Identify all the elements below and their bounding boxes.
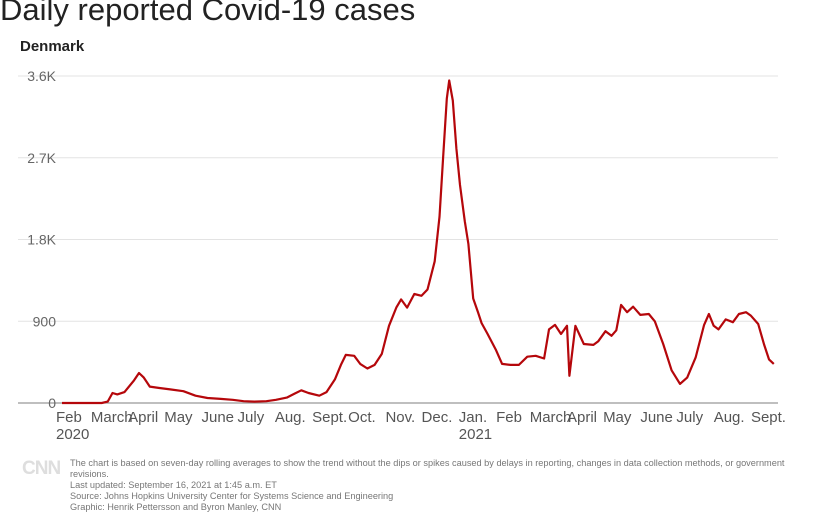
x-tick-label: July: [238, 409, 265, 426]
x-tick-label: Jan.: [459, 409, 487, 426]
x-tick-label: Sept.: [751, 409, 786, 426]
x-tick-label: Sept.: [312, 409, 347, 426]
graphic-credit: Graphic: Henrik Pettersson and Byron Man…: [70, 502, 282, 512]
x-tick-label: March: [530, 409, 572, 426]
cnn-logo: CNN: [22, 458, 61, 479]
series-line: [62, 79, 775, 405]
chart-title: Daily reported Covid-19 cases: [0, 0, 416, 27]
methodology-note: The chart is based on seven-day rolling …: [70, 458, 785, 479]
last-updated: Last updated: September 16, 2021 at 1:45…: [70, 480, 277, 490]
x-year-label: 2020: [56, 426, 89, 443]
x-tick-label: Nov.: [385, 409, 415, 426]
y-axis-labels: 0 900 1.8K 2.7K 3.6K: [27, 68, 56, 411]
chart-subtitle: Denmark: [20, 38, 85, 55]
y-tick-label: 2.7K: [27, 150, 56, 166]
x-tick-label: Dec.: [422, 409, 453, 426]
x-tick-label: June: [640, 409, 673, 426]
x-tick-label: May: [603, 409, 632, 426]
y-tick-label: 0: [48, 395, 56, 411]
x-year-label: 2021: [459, 426, 492, 443]
x-tick-label: April: [128, 409, 158, 426]
x-tick-label: Aug.: [275, 409, 306, 426]
footer-notes: The chart is based on seven-day rolling …: [70, 458, 785, 513]
source-credit: Source: Johns Hopkins University Center …: [70, 491, 394, 501]
y-tick-label: 1.8K: [27, 232, 56, 248]
x-tick-label: July: [676, 409, 703, 426]
y-tick-label: 3.6K: [27, 68, 56, 84]
y-tick-label: 900: [33, 313, 57, 329]
x-tick-label: April: [567, 409, 597, 426]
gridlines: [18, 75, 778, 404]
x-tick-label: Feb: [496, 409, 522, 426]
x-tick-label: June: [201, 409, 234, 426]
x-tick-label: March: [91, 409, 133, 426]
x-tick-label: Feb: [56, 409, 82, 426]
x-tick-label: Aug.: [714, 409, 745, 426]
x-tick-label: May: [164, 409, 193, 426]
x-tick-label: Oct.: [348, 409, 376, 426]
